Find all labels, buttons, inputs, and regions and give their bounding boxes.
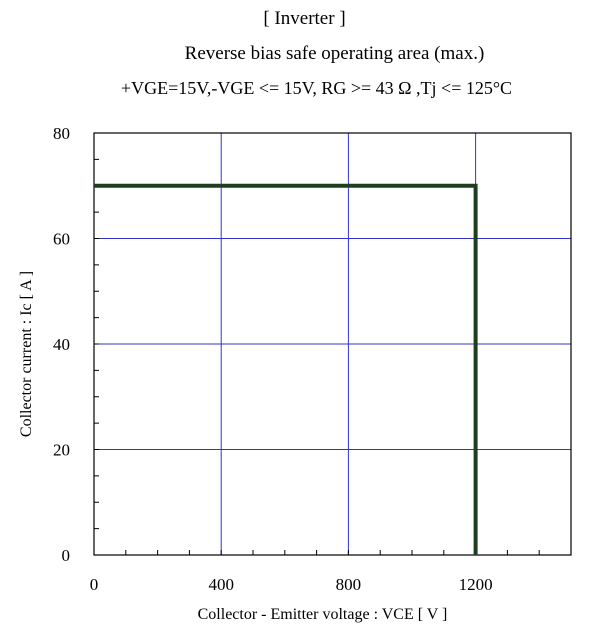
y-axis-title: Collector current : Ic [ A ] (18, 271, 35, 437)
chart-title: [ Inverter ] (263, 8, 346, 29)
x-axis-title: Collector - Emitter voltage : VCE [ V ] (198, 606, 448, 623)
x-tick-label: 800 (336, 575, 362, 594)
chart-subtitle: Reverse bias safe operating area (max.) (184, 43, 485, 64)
chart-conditions: +VGE=15V,-VGE <= 15V, RG >= 43 Ω ,Tj <= … (120, 78, 513, 98)
y-tick-label: 20 (53, 441, 70, 460)
rbsoa-boundary-line (94, 183, 478, 555)
minor-ticks (94, 158, 540, 555)
x-tick-labels: 0 400 800 1200 (90, 575, 493, 594)
x-tick-label: 1200 (459, 575, 493, 594)
grid-lines (94, 133, 571, 555)
y-tick-labels: 0 20 40 60 80 (53, 124, 70, 565)
series-layer (94, 183, 478, 555)
x-tick-label: 0 (90, 575, 99, 594)
plot-frame (93, 132, 572, 556)
y-tick-label: 60 (53, 230, 70, 249)
y-tick-label: 80 (53, 124, 70, 143)
y-tick-label: 0 (62, 546, 71, 565)
x-tick-label: 400 (208, 575, 234, 594)
y-tick-label: 40 (53, 335, 70, 354)
